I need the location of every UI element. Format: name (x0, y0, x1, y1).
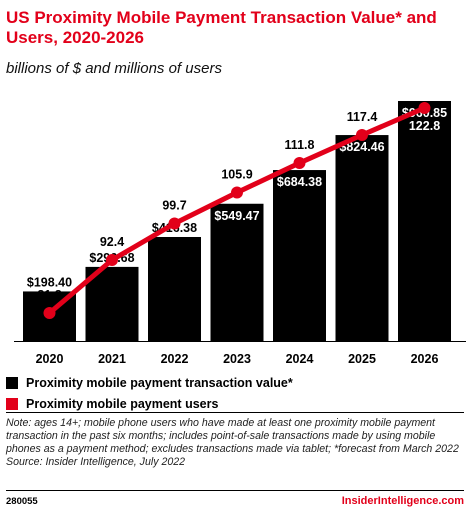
users-value-label: 81.8 (37, 288, 61, 302)
x-tick-label: 2026 (411, 352, 439, 366)
bar-2026 (398, 101, 451, 341)
bar-2021 (85, 266, 139, 341)
legend-item-transaction-value: Proximity mobile payment transaction val… (6, 376, 293, 390)
bar-2024 (273, 170, 326, 341)
legend-label: Proximity mobile payment transaction val… (26, 376, 293, 390)
users-point (293, 157, 306, 169)
chart-title: US Proximity Mobile Payment Transaction … (6, 8, 437, 47)
bar-value-label: $684.38 (277, 175, 322, 189)
users-value-label: 99.7 (162, 199, 186, 213)
bar-2025 (335, 135, 389, 341)
users-point (106, 254, 118, 266)
users-value-label: 117.4 (347, 110, 378, 124)
x-tick-label: 2022 (161, 352, 189, 366)
legend-swatch-line (6, 398, 18, 410)
users-point (231, 186, 243, 199)
bar-value-label: $198.40 (27, 275, 72, 289)
x-tick-label: 2024 (286, 352, 314, 366)
users-point (43, 307, 56, 319)
x-tick-label: 2025 (348, 352, 376, 366)
x-tick-label: 2021 (98, 352, 126, 366)
bar-2023 (210, 203, 264, 341)
bar-value-label: $549.47 (214, 209, 259, 223)
x-tick-label: 2020 (36, 352, 64, 366)
users-point (418, 102, 431, 114)
users-value-label: 92.4 (100, 235, 124, 249)
brand-link[interactable]: InsiderIntelligence.com (341, 495, 464, 507)
divider (6, 412, 464, 413)
note-text: Note: ages 14+; mobile phone users who h… (6, 417, 459, 455)
divider (6, 490, 464, 491)
users-value-label: 105.9 (221, 168, 252, 182)
footnote: Note: ages 14+; mobile phone users who h… (6, 417, 466, 469)
bar-value-label: $824.46 (339, 140, 384, 154)
users-value-label: 111.8 (285, 138, 315, 152)
chart-id: 280055 (6, 496, 38, 507)
legend-swatch-bar (6, 377, 18, 389)
source-text: Source: Insider Intelligence, July 2022 (6, 456, 186, 468)
users-value-label: 122.8 (409, 119, 440, 133)
bar-2022 (148, 236, 201, 341)
chart: $198.402020$296.682021$416.382022$549.47… (14, 101, 466, 366)
x-tick-label: 2023 (223, 352, 251, 366)
legend-label: Proximity mobile payment users (26, 397, 219, 411)
users-point (356, 129, 368, 141)
chart-subtitle: billions of $ and millions of users (6, 60, 222, 77)
users-point (168, 217, 181, 230)
legend-item-users: Proximity mobile payment users (6, 397, 218, 411)
